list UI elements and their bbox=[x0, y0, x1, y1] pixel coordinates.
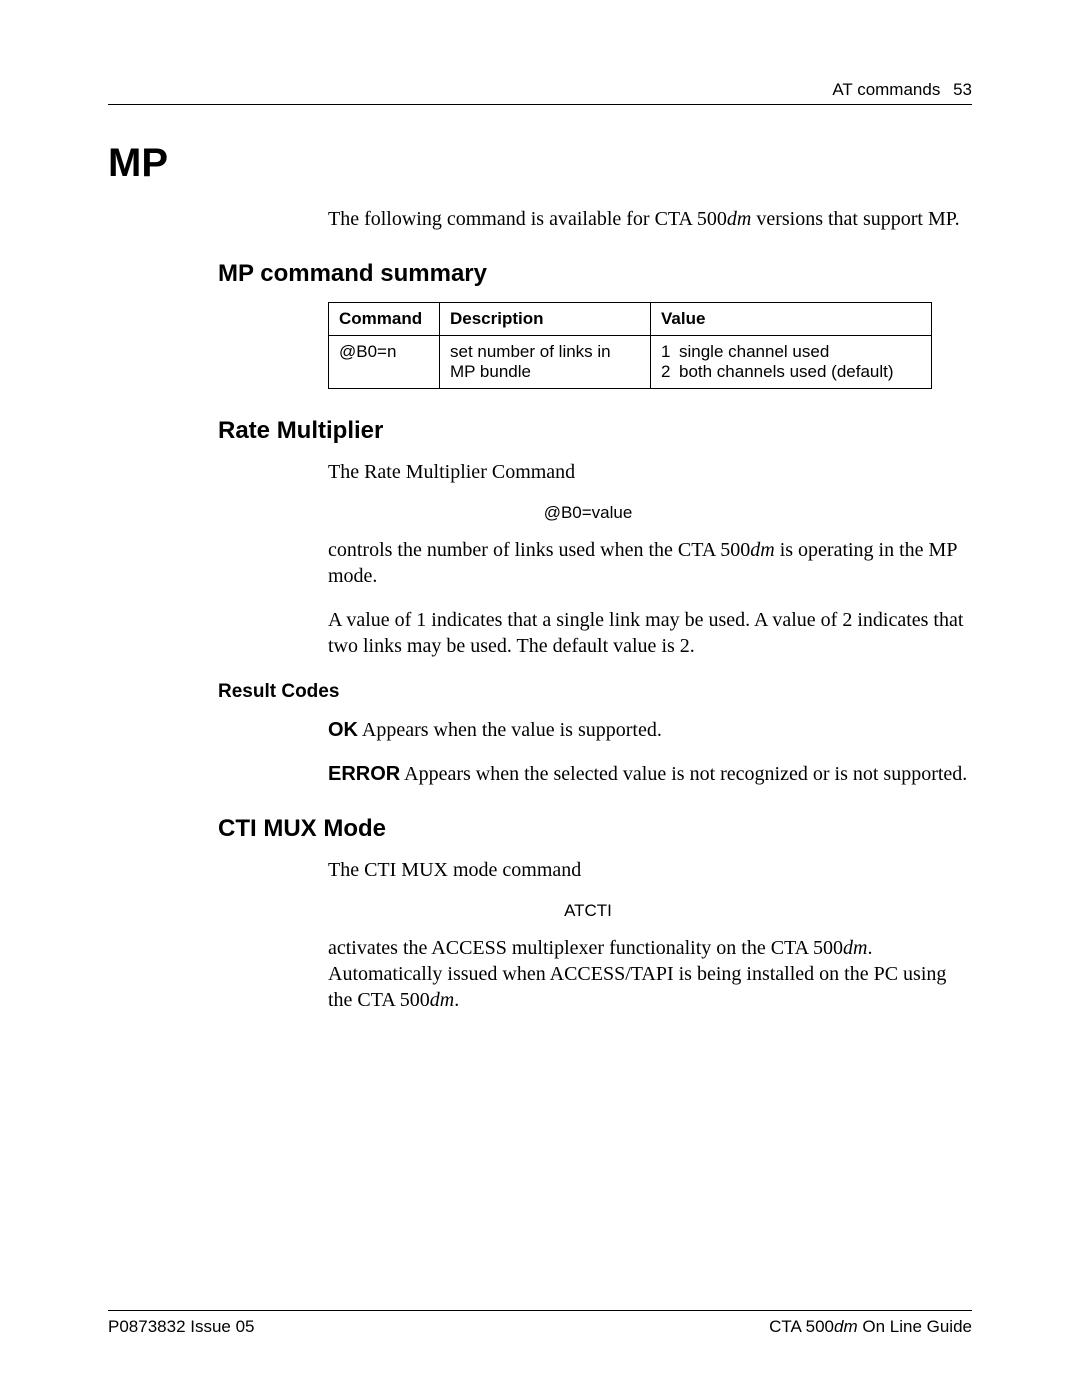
intro-post: versions that support MP. bbox=[751, 208, 959, 230]
cti-p2-post: . bbox=[454, 989, 459, 1011]
cell-description: set number of links in MP bundle bbox=[440, 336, 651, 389]
cti-p2: activates the ACCESS multiplexer functio… bbox=[328, 935, 972, 1013]
cti-p2-em2: dm bbox=[430, 989, 454, 1011]
rate-multiplier-p2: controls the number of links used when t… bbox=[328, 537, 972, 589]
p2-pre: controls the number of links used when t… bbox=[328, 539, 750, 561]
cti-p1: The CTI MUX mode command bbox=[328, 857, 972, 883]
result-ok: OK Appears when the value is supported. bbox=[328, 717, 972, 743]
footer: P0873832 Issue 05 CTA 500dm On Line Guid… bbox=[108, 1310, 972, 1337]
value-item: 1 single channel used bbox=[661, 342, 921, 362]
rate-multiplier-p3: A value of 1 indicates that a single lin… bbox=[328, 607, 972, 659]
cell-value: 1 single channel used 2 both channels us… bbox=[651, 336, 932, 389]
header-page-number: 53 bbox=[953, 80, 972, 99]
footer-right-em: dm bbox=[834, 1317, 858, 1336]
error-label: ERROR bbox=[328, 763, 400, 785]
footer-right-pre: CTA 500 bbox=[769, 1317, 834, 1336]
p2-em: dm bbox=[750, 539, 774, 561]
footer-right: CTA 500dm On Line Guide bbox=[769, 1317, 972, 1337]
th-description: Description bbox=[440, 303, 651, 336]
cti-code: ATCTI bbox=[328, 901, 848, 921]
footer-right-post: On Line Guide bbox=[858, 1317, 972, 1336]
intro-paragraph: The following command is available for C… bbox=[328, 206, 972, 232]
cell-command: @B0=n bbox=[329, 336, 440, 389]
value-text: both channels used (default) bbox=[679, 362, 894, 382]
value-num: 2 bbox=[661, 362, 679, 382]
intro-em: dm bbox=[727, 208, 751, 230]
value-text: single channel used bbox=[679, 342, 829, 362]
table-row: @B0=n set number of links in MP bundle 1… bbox=[329, 336, 932, 389]
value-item: 2 both channels used (default) bbox=[661, 362, 921, 382]
running-header: AT commands 53 bbox=[108, 80, 972, 105]
rate-multiplier-p1: The Rate Multiplier Command bbox=[328, 459, 972, 485]
header-section: AT commands bbox=[832, 80, 940, 99]
table-header-row: Command Description Value bbox=[329, 303, 932, 336]
th-value: Value bbox=[651, 303, 932, 336]
value-num: 1 bbox=[661, 342, 679, 362]
heading-mp-command-summary: MP command summary bbox=[218, 260, 972, 288]
error-text: Appears when the selected value is not r… bbox=[400, 763, 967, 785]
heading-cti-mux-mode: CTI MUX Mode bbox=[218, 815, 972, 843]
footer-left: P0873832 Issue 05 bbox=[108, 1317, 255, 1337]
intro-pre: The following command is available for C… bbox=[328, 208, 727, 230]
heading-result-codes: Result Codes bbox=[218, 681, 972, 703]
heading-rate-multiplier: Rate Multiplier bbox=[218, 417, 972, 445]
heading-mp: MP bbox=[108, 141, 972, 186]
result-error: ERROR Appears when the selected value is… bbox=[328, 761, 972, 787]
ok-text: Appears when the value is supported. bbox=[358, 719, 662, 741]
mp-command-table: Command Description Value @B0=n set numb… bbox=[328, 302, 932, 389]
th-command: Command bbox=[329, 303, 440, 336]
page: AT commands 53 MP The following command … bbox=[0, 0, 1080, 1397]
ok-label: OK bbox=[328, 719, 358, 741]
rate-multiplier-code: @B0=value bbox=[328, 503, 848, 523]
cti-p2-em: dm bbox=[843, 937, 867, 959]
cti-p2-pre: activates the ACCESS multiplexer functio… bbox=[328, 937, 843, 959]
